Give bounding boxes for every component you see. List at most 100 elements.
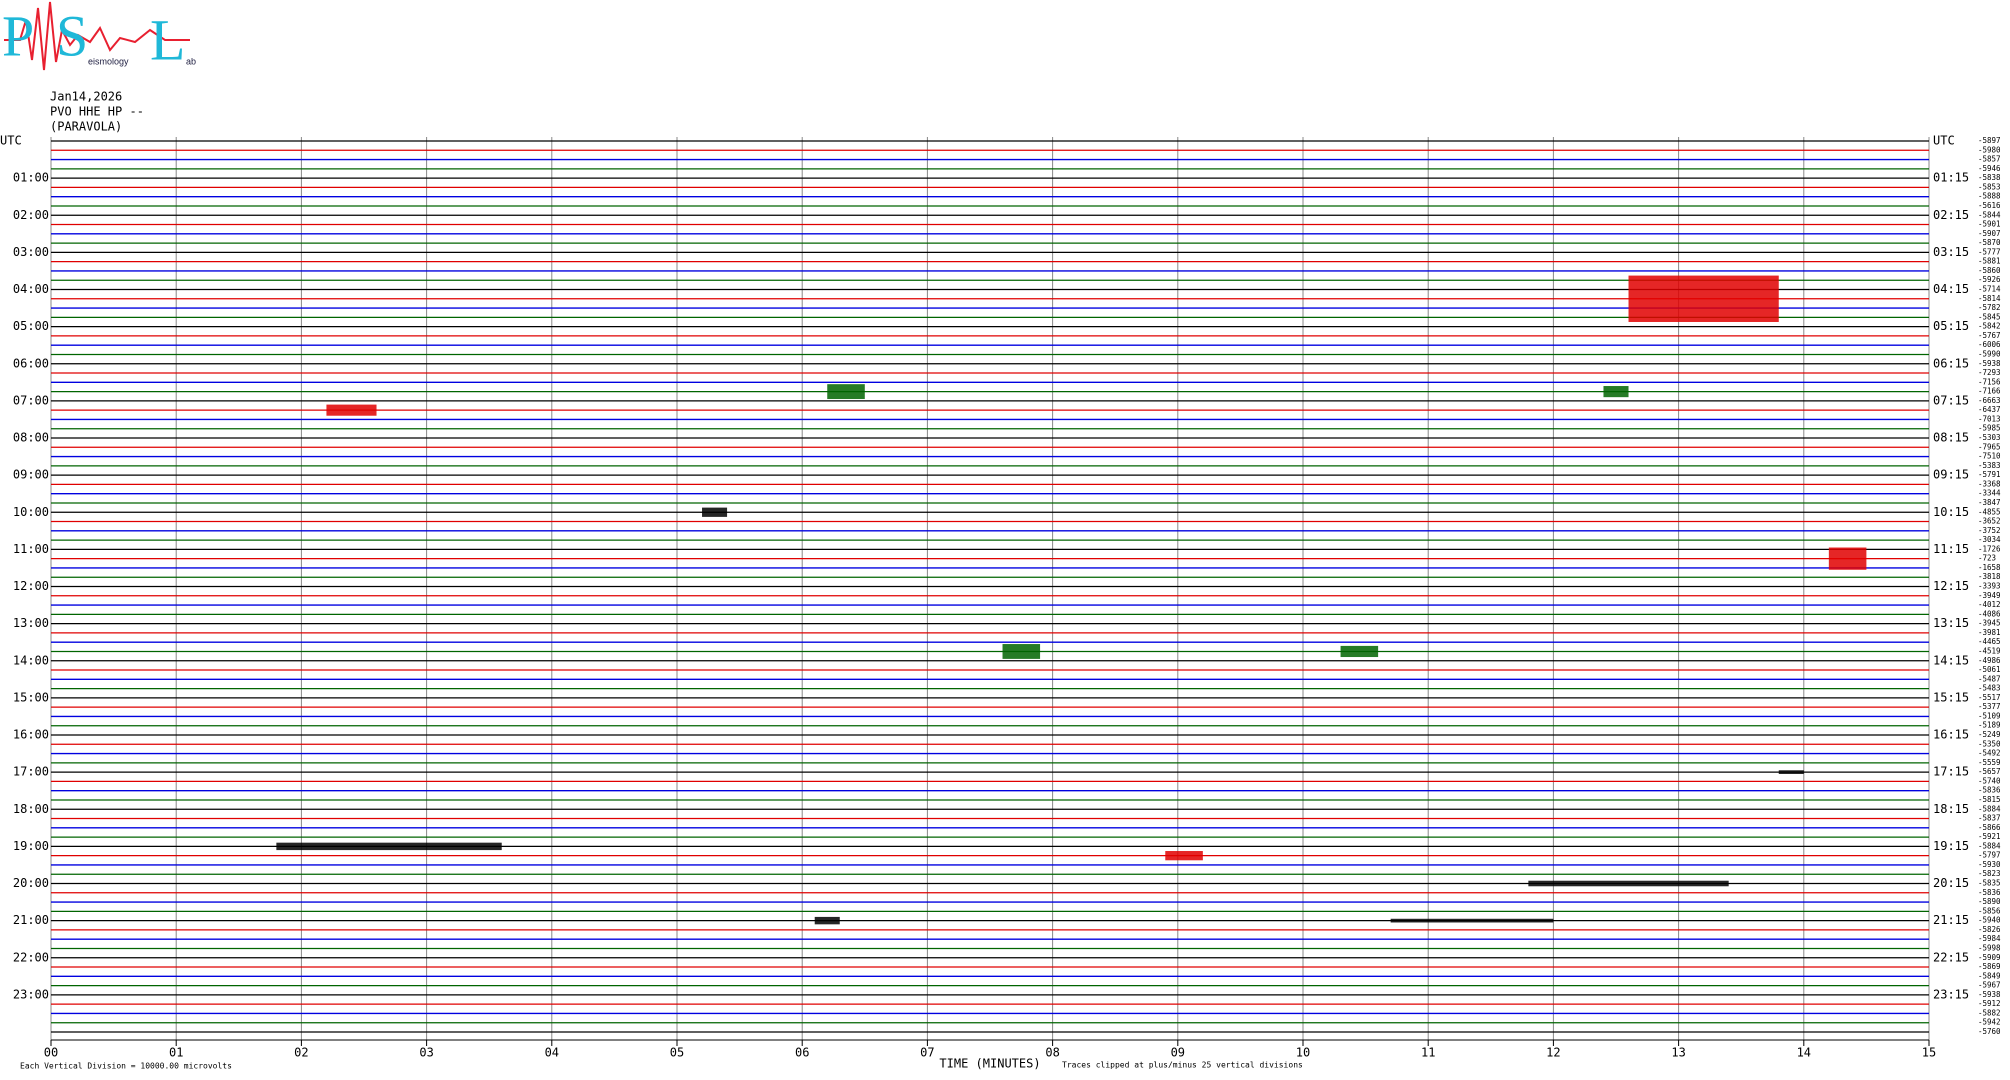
x-tick-label: 06 (795, 1046, 809, 1060)
offset-label: -3818 (1978, 572, 2001, 581)
left-time-label: 14:00 (13, 653, 49, 667)
offset-label: -5835 (1978, 879, 2001, 888)
offset-label: -5990 (1978, 349, 2001, 358)
x-tick-label: 01 (169, 1046, 183, 1060)
left-time-label: 15:00 (13, 690, 49, 704)
left-time-label: 19:00 (13, 839, 49, 853)
offset-label: -4086 (1978, 609, 2001, 618)
left-time-label: 22:00 (13, 950, 49, 964)
offset-label: -5890 (1978, 897, 2001, 906)
offset-label: -5897 (1978, 136, 2001, 145)
offset-label: -5870 (1978, 238, 2001, 247)
date: Jan14,2026 (50, 90, 122, 104)
right-time-label: 05:15 (1933, 319, 1969, 333)
offset-label: -5767 (1978, 331, 2001, 340)
offset-label: -3847 (1978, 498, 2001, 507)
right-time-label: 22:15 (1933, 950, 1969, 964)
offset-label: -5791 (1978, 470, 2001, 479)
logo: P S L eismology ab (2, 1, 196, 72)
right-time-label: 12:15 (1933, 579, 1969, 593)
seismic-event (276, 842, 502, 851)
offset-label: -5998 (1978, 943, 2001, 952)
left-time-label: 18:00 (13, 802, 49, 816)
offset-label: -5860 (1978, 266, 2001, 275)
offset-label: -4465 (1978, 637, 2001, 646)
x-tick-label: 10 (1296, 1046, 1310, 1060)
x-tick-label: 04 (545, 1046, 559, 1060)
offset-label: -5940 (1978, 916, 2001, 925)
right-time-label: 17:15 (1933, 765, 1969, 779)
seismic-event (1002, 644, 1041, 659)
left-time-label: 13:00 (13, 616, 49, 630)
x-tick-label: 09 (1171, 1046, 1185, 1060)
seismic-event (1528, 880, 1729, 887)
offset-label: -5946 (1978, 164, 2001, 173)
offset-label: -5856 (1978, 906, 2001, 915)
right-time-label: 11:15 (1933, 542, 1969, 556)
offset-label: -5517 (1978, 693, 2001, 702)
left-time-label: 21:00 (13, 913, 49, 927)
right-time-label: 03:15 (1933, 245, 1969, 259)
scale-note: Each Vertical Division = 10000.00 microv… (20, 1062, 232, 1071)
offset-label: -723 (1978, 554, 1996, 563)
offset-label: -6437 (1978, 405, 2001, 414)
logo-wave (4, 1, 190, 71)
left-time-label: UTC (0, 134, 22, 148)
offset-label: -5845 (1978, 312, 2001, 321)
clip-note: Traces clipped at plus/minus 25 vertical… (1062, 1061, 1303, 1070)
x-tick-label: 05 (670, 1046, 684, 1060)
left-time-label: 04:00 (13, 282, 49, 296)
seismic-event (326, 404, 377, 416)
offset-label: -5760 (1978, 1027, 2001, 1036)
right-time-label: 06:15 (1933, 356, 1969, 370)
left-time-label: 02:00 (13, 208, 49, 222)
offset-label: -5815 (1978, 795, 2001, 804)
seismic-event (1603, 386, 1629, 398)
left-time-label: 07:00 (13, 393, 49, 407)
x-tick-label: 15 (1922, 1046, 1936, 1060)
left-time-label: 09:00 (13, 468, 49, 482)
offset-label: -5814 (1978, 294, 2001, 303)
offset-label: -5926 (1978, 275, 2001, 284)
offset-label: -5797 (1978, 851, 2001, 860)
offset-label: -5657 (1978, 767, 2001, 776)
offset-label: -5853 (1978, 182, 2001, 191)
offset-label: -5884 (1978, 841, 2001, 850)
offset-label: -5616 (1978, 201, 2001, 210)
right-time-label: 07:15 (1933, 393, 1969, 407)
right-time-label: 01:15 (1933, 171, 1969, 185)
offset-label: -5559 (1978, 758, 2001, 767)
site: (PARAVOLA) (50, 120, 122, 134)
logo-text: eismology (88, 56, 129, 66)
offset-label: -5967 (1978, 981, 2001, 990)
offset-label: -5985 (1978, 424, 2001, 433)
offset-label: -5189 (1978, 721, 2001, 730)
offset-label: -7965 (1978, 442, 2001, 451)
offset-label: -4986 (1978, 656, 2001, 665)
right-time-label: 09:15 (1933, 468, 1969, 482)
offset-label: -3368 (1978, 479, 2001, 488)
right-time-label: 08:15 (1933, 431, 1969, 445)
offset-label: -5884 (1978, 804, 2001, 813)
x-tick-label: 08 (1045, 1046, 1059, 1060)
offset-label: -1658 (1978, 563, 2001, 572)
right-time-label: 10:15 (1933, 505, 1969, 519)
offset-label: -5921 (1978, 832, 2001, 841)
offset-label: -7510 (1978, 452, 2001, 461)
offset-label: -5109 (1978, 711, 2001, 720)
left-time-label: 20:00 (13, 876, 49, 890)
offset-label: -5777 (1978, 247, 2001, 256)
offset-label: -5492 (1978, 749, 2001, 758)
right-time-label: 15:15 (1933, 690, 1969, 704)
left-time-label: 03:00 (13, 245, 49, 259)
seismic-event (702, 507, 728, 517)
offset-label: -5837 (1978, 814, 2001, 823)
offset-label: -4519 (1978, 646, 2001, 655)
offset-label: -5842 (1978, 322, 2001, 331)
offset-label: -5483 (1978, 684, 2001, 693)
offset-label: -5487 (1978, 674, 2001, 683)
x-tick-label: 11 (1421, 1046, 1435, 1060)
offset-label: -3652 (1978, 517, 2001, 526)
right-time-label: 04:15 (1933, 282, 1969, 296)
